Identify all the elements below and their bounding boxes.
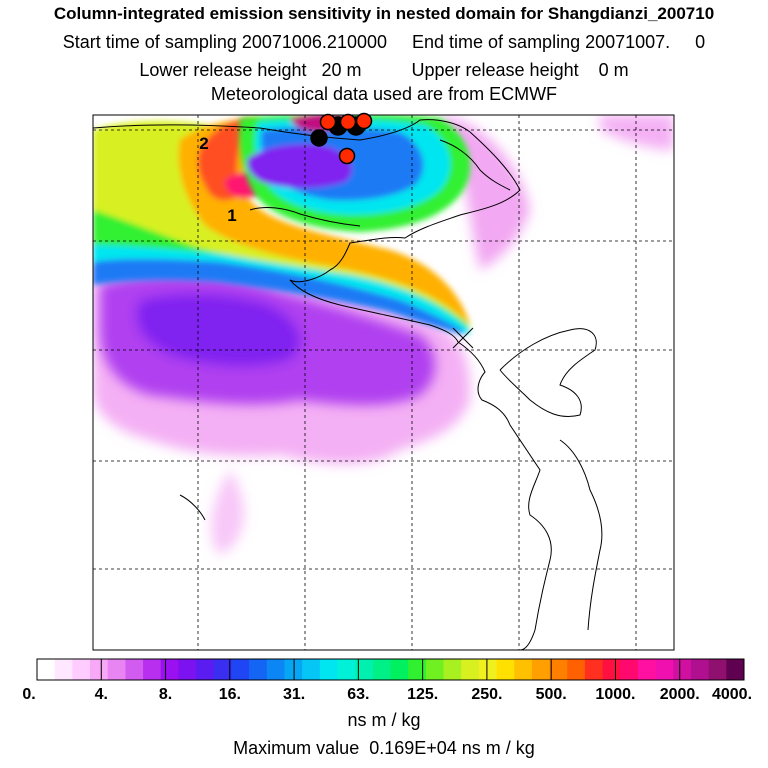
colorbar-swatch — [425, 659, 445, 680]
met-data-line: Meteorological data used are from ECMWF — [210, 84, 558, 104]
colorbar-swatch — [160, 659, 179, 680]
chart-title: Column-integrated emission sensitivity i… — [53, 4, 715, 23]
colorbar-ticks — [36, 659, 745, 680]
colorbar-swatch — [637, 659, 657, 680]
colorbar-swatch — [584, 659, 604, 680]
colorbar-swatch — [408, 659, 427, 680]
release-height-line: Lower release height 20 m Upper release … — [139, 60, 629, 80]
cluster-label-1: 1 — [227, 206, 236, 225]
colorbar-swatch — [602, 659, 621, 680]
colorbar-swatch — [54, 659, 73, 680]
colorbar-swatch — [178, 659, 197, 680]
colorbar — [36, 658, 745, 681]
colorbar-swatch — [355, 659, 374, 680]
coastlines — [93, 119, 603, 650]
cluster-dot-red-2 — [339, 113, 357, 131]
colorbar-swatch — [673, 659, 692, 680]
colorbar-swatch — [125, 659, 144, 680]
colorbar-swatch — [372, 659, 391, 680]
colorbar-swatch — [478, 659, 498, 680]
colorbar-swatch — [213, 659, 232, 680]
map-frame — [92, 114, 675, 651]
colorbar-swatch — [37, 659, 56, 680]
colorbar-swatch — [443, 659, 462, 680]
colorbar-tick-label: 0. — [22, 686, 35, 703]
colorbar-swatch — [549, 659, 568, 680]
colorbar-tick-label: 63. — [347, 686, 369, 703]
colorbar-swatch — [231, 659, 250, 680]
cluster-dot-red-1 — [319, 113, 337, 131]
cluster-label-2: 2 — [199, 134, 208, 153]
colorbar-swatch — [143, 659, 162, 680]
colorbar-swatch — [496, 659, 515, 680]
colorbar-swatch — [107, 659, 126, 680]
colorbar-swatch — [249, 659, 268, 680]
colorbar-swatch — [319, 659, 338, 680]
colorbar-swatch — [514, 659, 533, 680]
colorbar-swatch — [337, 659, 356, 680]
colorbar-swatch — [726, 659, 745, 680]
max-value-text: Maximum value 0.169E+04 ns m / kg — [233, 738, 535, 758]
colorbar-swatch — [90, 659, 109, 680]
colorbar-tick-label: 4000. — [712, 686, 752, 703]
colorbar-swatch — [461, 659, 480, 680]
colorbar-swatch — [302, 659, 321, 680]
colorbar-swatch — [655, 659, 674, 680]
colorbar-labels: 0. 4. 8. 16. 31. 63. 125. 250. 500. 1000. 2000. 400… — [22, 686, 752, 703]
colorbar-tick-label: 8. — [159, 686, 172, 703]
colorbar-swatch — [567, 659, 586, 680]
colorbar-swatch — [690, 659, 710, 680]
colorbar-unit: ns m / kg — [347, 710, 421, 730]
colorbar-tick-label: 1000. — [595, 686, 635, 703]
map-gridlines — [93, 115, 674, 650]
colorbar-swatch — [708, 659, 727, 680]
colorbar-swatch — [531, 659, 551, 680]
cluster-dot-red-3 — [355, 112, 373, 130]
colorbar-swatch — [72, 659, 91, 680]
colorbar-tick-label: 16. — [219, 686, 241, 703]
colorbar-tick-label: 500. — [536, 686, 567, 703]
colorbar-swatch — [390, 659, 409, 680]
colorbar-tick-label: 31. — [283, 686, 305, 703]
colorbar-swatch — [620, 659, 639, 680]
colorbar-swatch — [284, 659, 303, 680]
colorbar-swatch — [196, 659, 215, 680]
cluster-dot-black-1 — [310, 129, 328, 147]
cluster-dot-red-4 — [338, 147, 356, 165]
cluster-dots — [310, 112, 373, 165]
colorbar-swatch — [266, 659, 285, 680]
colorbar-tick-label: 125. — [407, 686, 438, 703]
colorbar-tick-label: 4. — [95, 686, 108, 703]
colorbar-tick-label: 250. — [471, 686, 502, 703]
sampling-time-line: Start time of sampling 20071006.210000 E… — [62, 32, 706, 52]
release-site-marker — [452, 327, 474, 349]
colorbar-tick-label: 2000. — [660, 686, 700, 703]
